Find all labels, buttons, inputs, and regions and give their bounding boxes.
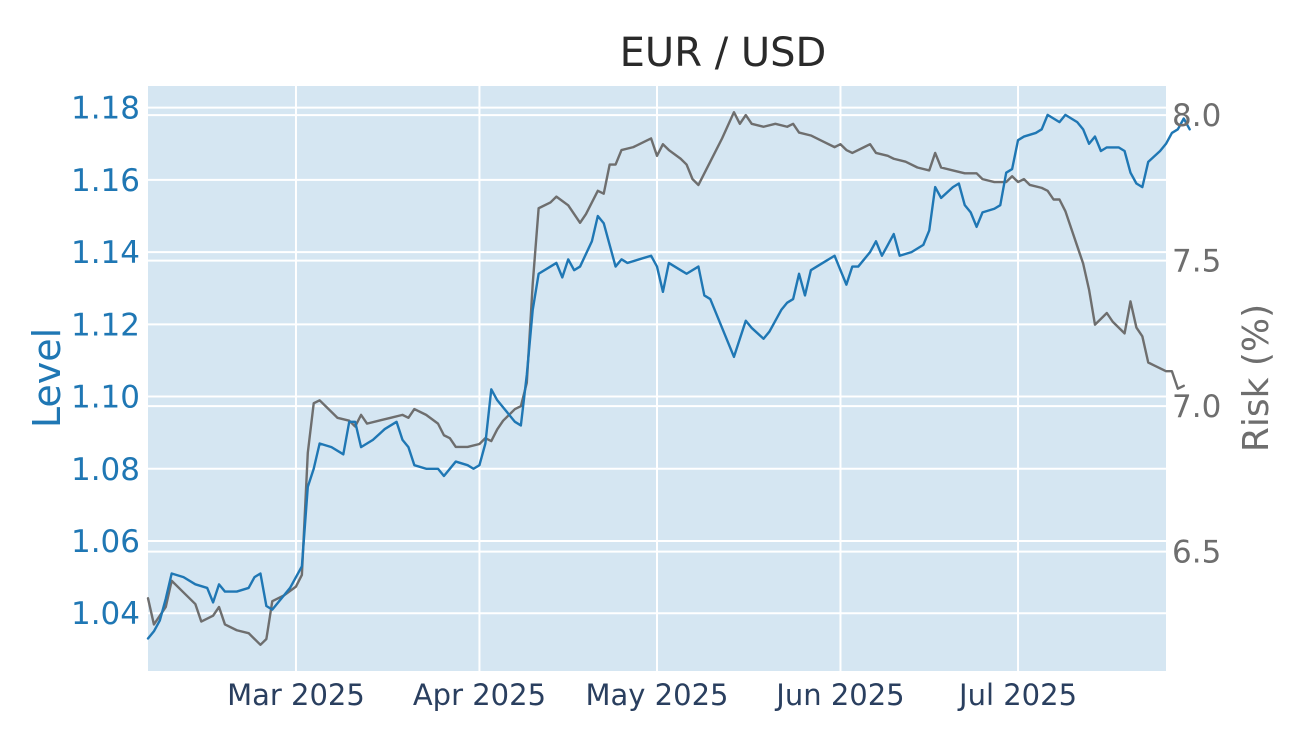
series-layer	[146, 110, 1191, 647]
y-left-axis-label: Level	[25, 328, 69, 428]
y-left-tick-label: 1.14	[71, 235, 140, 271]
y-right-tick-label: 8.0	[1172, 98, 1221, 134]
y-left-tick-label: 1.16	[71, 163, 140, 199]
y-left-ticks: 1.04 1.06 1.08 1.10 1.12 1.14 1.16 1.18	[71, 91, 140, 633]
y-left-tick-label: 1.18	[71, 91, 140, 127]
y-left-tick-label: 1.06	[71, 524, 140, 560]
x-tick-label: Apr 2025	[413, 678, 546, 712]
series-line-risk	[146, 110, 1185, 647]
y-right-axis-label: Risk (%)	[1236, 304, 1277, 452]
x-tick-label: Jun 2025	[774, 678, 904, 712]
x-tick-label: Mar 2025	[227, 678, 365, 712]
x-ticks: Mar 2025 Apr 2025 May 2025 Jun 2025 Jul 2025	[227, 678, 1077, 712]
y-left-tick-label: 1.08	[71, 452, 140, 488]
chart-title: EUR / USD	[620, 30, 827, 76]
grid	[148, 86, 1166, 671]
y-left-tick-label: 1.04	[71, 596, 140, 632]
x-tick-label: May 2025	[586, 678, 729, 712]
y-left-tick-label: 1.12	[71, 307, 140, 343]
y-left-tick-label: 1.10	[71, 380, 140, 416]
series-line-level	[146, 113, 1191, 640]
y-right-tick-label: 7.0	[1172, 389, 1221, 425]
y-right-tick-label: 7.5	[1172, 244, 1221, 280]
y-right-ticks: 6.5 7.0 7.5 8.0	[1172, 98, 1221, 571]
y-right-tick-label: 6.5	[1172, 535, 1221, 571]
x-tick-label: Jul 2025	[957, 678, 1077, 712]
